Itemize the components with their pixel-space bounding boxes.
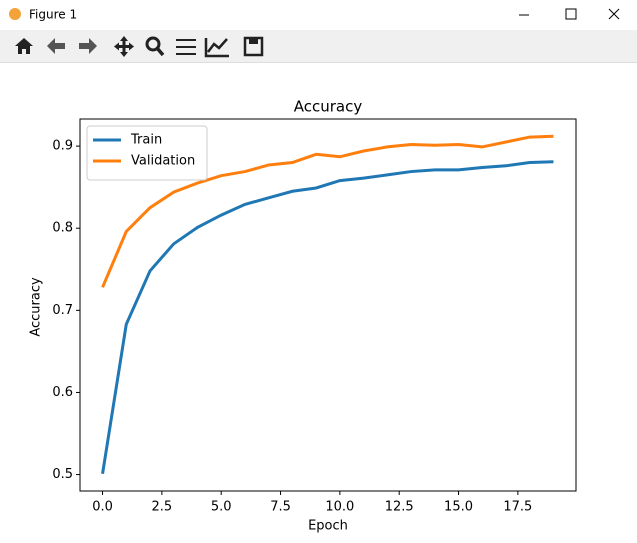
- title-bar-graphics: Figure 1: [9, 8, 620, 22]
- app-icon: [9, 8, 21, 20]
- maximize-button[interactable]: [565, 8, 577, 20]
- edit-axis-button[interactable]: [204, 38, 229, 58]
- toolbar-icons: [15, 36, 264, 58]
- y-tick-label: 0.5: [52, 467, 73, 482]
- line-series: [101, 160, 554, 474]
- chart: Accuracy Epoch Accuracy 0.0 2.5 5.0 7.5 10.0…: [29, 98, 577, 534]
- pan-button[interactable]: [114, 36, 134, 57]
- x-tick-label: 17.5: [503, 500, 532, 515]
- y-axis-label: Accuracy: [29, 277, 44, 337]
- x-tick-label: 15.0: [444, 500, 473, 515]
- x-tick-label: 0.0: [92, 500, 113, 515]
- y-tick-label: 0.6: [52, 385, 73, 400]
- legend-label: Validation: [131, 154, 195, 169]
- home-button[interactable]: [15, 38, 33, 54]
- forward-button[interactable]: [79, 38, 97, 54]
- toolbar: [0, 30, 637, 63]
- line-series: [101, 134, 554, 288]
- x-axis-label: Epoch: [308, 519, 348, 534]
- x-tick-label: 2.5: [152, 500, 173, 515]
- close-button[interactable]: [608, 8, 620, 20]
- window-title: Figure 1: [29, 8, 77, 22]
- x-tick-label: 10.0: [325, 500, 354, 515]
- y-tick-label: 0.9: [52, 139, 73, 154]
- chart-title: Accuracy: [294, 98, 363, 116]
- y-tick-label: 0.8: [52, 221, 73, 236]
- subplots-button[interactable]: [176, 39, 196, 55]
- x-tick-label: 12.5: [385, 500, 414, 515]
- x-tick-label: 7.5: [270, 500, 291, 515]
- x-tick-label: 5.0: [211, 500, 232, 515]
- legend-label: Train: [130, 133, 162, 148]
- title-bar: Figure 1: [0, 0, 637, 30]
- zoom-button[interactable]: [145, 36, 161, 52]
- y-tick-label: 0.7: [52, 303, 73, 318]
- back-button[interactable]: [47, 38, 65, 54]
- plot-frame: [79, 118, 577, 492]
